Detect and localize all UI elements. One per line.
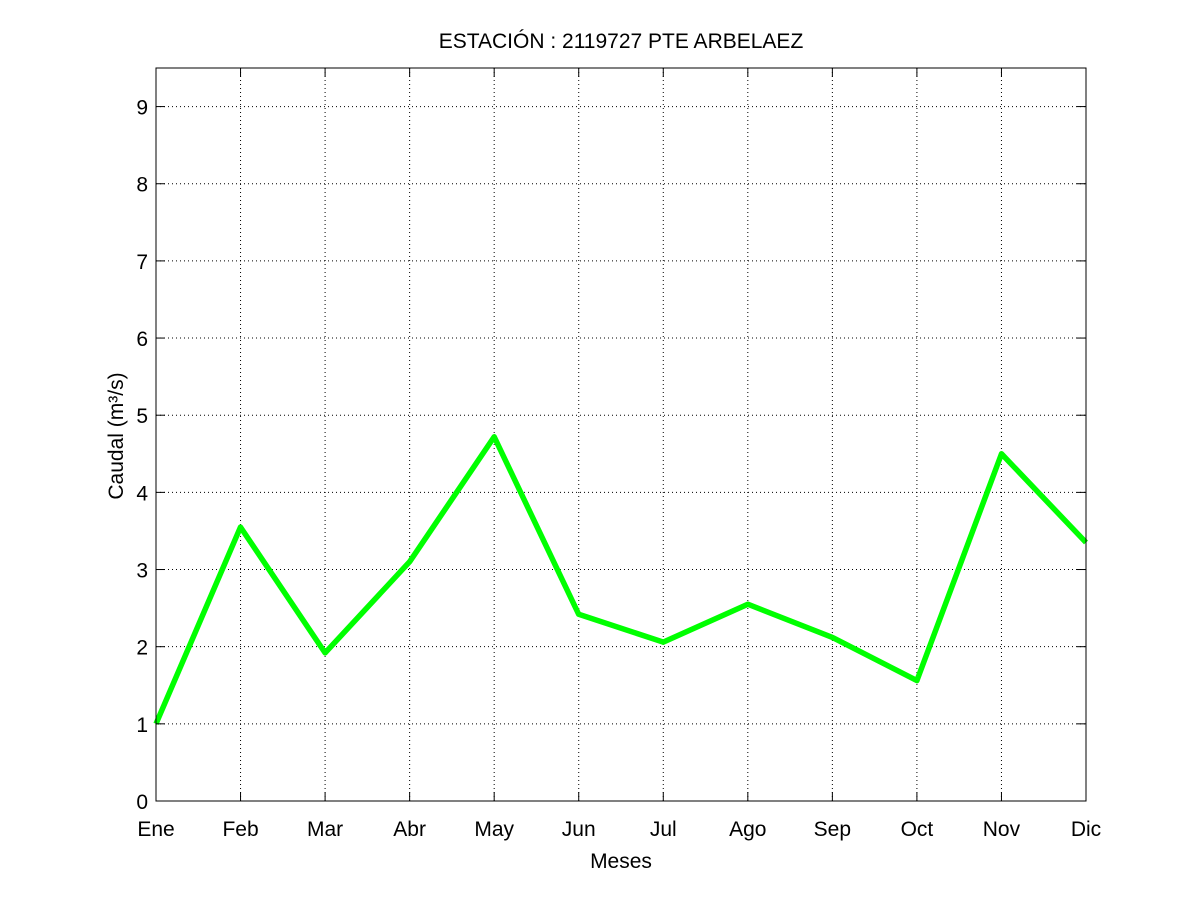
y-tick-label: 3 [136, 560, 148, 583]
series-layer [153, 434, 1088, 725]
axis-ticks [155, 68, 1087, 802]
x-tick-label: Mar [307, 818, 343, 841]
x-axis-title: Meses [590, 850, 652, 873]
y-tick-label: 5 [136, 405, 148, 428]
y-tick-label: 4 [136, 482, 148, 505]
x-tick-label: May [474, 818, 514, 841]
y-tick-label: 9 [136, 97, 148, 120]
plot-frame [155, 67, 1087, 802]
x-tick-label: Dic [1071, 818, 1101, 841]
y-tick-label: 1 [136, 714, 148, 737]
chart-title: ESTACIÓN : 2119727 PTE ARBELAEZ [439, 30, 804, 53]
x-tick-label: Abr [393, 818, 426, 841]
x-tick-label: Sep [814, 818, 851, 841]
x-tick-label: Feb [222, 818, 258, 841]
x-tick-label: Nov [983, 818, 1021, 841]
tick-labels: Ene Feb Mar Abr May Jun Jul Ago Sep Oct Nov Dic 0 1 2 3… [136, 97, 1101, 841]
plot-area [156, 68, 1086, 801]
y-tick-label: 0 [136, 791, 148, 814]
y-tick-label: 8 [136, 174, 148, 197]
y-tick-label: 2 [136, 637, 148, 660]
y-tick-label: 7 [136, 251, 148, 274]
x-tick-label: Ago [729, 818, 766, 841]
x-tick-label: Jun [562, 818, 596, 841]
x-tick-label: Oct [901, 818, 934, 841]
y-axis-title: Caudal (m³/s) [105, 372, 128, 499]
x-tick-label: Ene [137, 818, 174, 841]
series-line [153, 434, 1088, 725]
x-tick-label: Jul [650, 818, 677, 841]
y-tick-label: 6 [136, 328, 148, 351]
grid-lines [156, 68, 1086, 801]
